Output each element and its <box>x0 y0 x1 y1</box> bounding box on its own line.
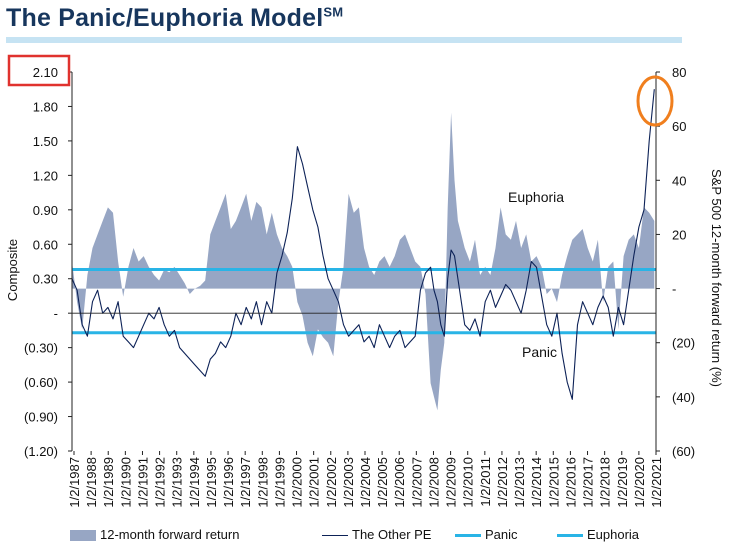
y-tick-label: (1.20) <box>24 444 58 459</box>
y-tick-label: 2.10 <box>33 65 58 80</box>
euphoria-annotation: Euphoria <box>508 189 564 205</box>
x-tick-label: 1/2/2020 <box>632 457 647 508</box>
x-tick-label: 1/2/2006 <box>392 457 407 508</box>
y-tick-label: (0.30) <box>24 341 58 356</box>
x-tick-label: 1/2/2011 <box>478 457 493 507</box>
x-tick-label: 1/2/1992 <box>153 457 168 508</box>
x-tick-label: 1/2/1989 <box>101 457 116 508</box>
x-tick-label: 1/2/1987 <box>67 457 82 508</box>
x-tick-label: 1/2/2021 <box>649 457 664 508</box>
service-mark: SM <box>323 4 344 20</box>
forward-return-area-layer <box>72 112 655 411</box>
y-tick-label: - <box>54 306 58 321</box>
legend-item-panic: Panic <box>455 527 518 542</box>
legend-swatch-forward-return <box>70 530 96 542</box>
forward-return-area <box>72 112 655 411</box>
legend-swatch-panic <box>455 534 481 538</box>
chart-text-layer: 2.10 1.80 1.50 1.20 0.90 0.60 0.30 - (0.30) (0.60… <box>5 65 724 508</box>
x-tick-label: 1/2/2016 <box>563 457 578 508</box>
legend-item-forward-return: 12-month forward return <box>70 527 239 542</box>
y2-tick-label: (60) <box>672 444 695 459</box>
y-tick-label: 0.90 <box>33 203 58 218</box>
y-tick-label: 0.30 <box>33 272 58 287</box>
page-title: The Panic/Euphoria ModelSM <box>6 4 343 33</box>
x-tick-label: 1/2/2010 <box>461 457 476 508</box>
y2-tick-label: 40 <box>672 173 686 188</box>
x-tick-label: 1/2/2009 <box>444 457 459 508</box>
x-tick-label: 1/2/1988 <box>84 457 99 508</box>
y-tick-label: 0.60 <box>33 237 58 252</box>
x-tick-label: 1/2/2002 <box>324 457 339 508</box>
x-tick-label: 1/2/1994 <box>187 457 202 508</box>
y2-tick-label: 20 <box>672 227 686 242</box>
x-tick-label: 1/2/1996 <box>221 457 236 508</box>
legend-item-other-pe: The Other PE <box>322 527 431 542</box>
callouts-layer <box>7 54 674 127</box>
x-tick-label: 1/2/2001 <box>307 457 322 508</box>
y-axis-title: Composite <box>5 239 20 301</box>
highlight-box <box>7 54 71 87</box>
x-tick-label: 1/2/2000 <box>290 457 305 508</box>
x-tick-label: 1/2/2003 <box>341 457 356 508</box>
y2-tick-label: (20) <box>672 336 695 351</box>
threshold-lines-layer <box>72 268 656 335</box>
axes-layer <box>68 71 660 455</box>
y-tick-label: 1.50 <box>33 134 58 149</box>
x-tick-label: 1/2/1998 <box>255 457 270 508</box>
x-tick-label: 1/2/1995 <box>204 457 219 508</box>
y2-tick-label: 60 <box>672 119 686 134</box>
x-tick-label: 1/2/2014 <box>529 457 544 508</box>
other-pe-line <box>71 89 655 400</box>
x-tick-label: 1/2/2007 <box>409 457 424 508</box>
legend-swatch-euphoria <box>557 534 583 538</box>
x-tick-label: 1/2/1991 <box>136 457 151 508</box>
x-tick-label: 1/2/1999 <box>272 457 287 508</box>
y2-tick-label: - <box>672 282 676 297</box>
y-tick-label: 1.20 <box>33 168 58 183</box>
x-tick-label: 1/2/2018 <box>598 457 613 508</box>
x-tick-label: 1/2/2013 <box>512 457 527 508</box>
legend-label-panic: Panic <box>485 527 518 542</box>
x-tick-label: 1/2/2012 <box>495 457 510 508</box>
x-tick-label: 1/2/2019 <box>615 457 630 508</box>
x-tick-label: 1/2/2015 <box>546 457 561 508</box>
panic-annotation: Panic <box>522 344 557 360</box>
x-tick-label: 1/2/1990 <box>118 457 133 508</box>
legend-label-forward-return: 12-month forward return <box>100 527 240 542</box>
x-tick-label: 1/2/2008 <box>427 457 442 508</box>
y2-tick-label: (40) <box>672 390 695 405</box>
x-tick-label: 1/2/2004 <box>358 457 373 508</box>
x-tick-label: 1/2/1997 <box>238 457 253 508</box>
legend-item-euphoria: Euphoria <box>557 527 639 542</box>
legend-label-euphoria: Euphoria <box>587 527 640 542</box>
y2-axis-title: S&P 500 12-month forward return (%) <box>709 169 724 387</box>
x-tick-label: 1/2/2005 <box>375 457 390 508</box>
x-tick-label: 1/2/1993 <box>170 457 185 508</box>
y2-tick-label: 80 <box>672 65 686 80</box>
highlight-circle <box>636 75 674 127</box>
title-underline <box>6 37 682 43</box>
legend-swatch-other-pe <box>322 535 348 537</box>
y-tick-label: (0.90) <box>24 410 58 425</box>
legend-label-other-pe: The Other PE <box>352 527 432 542</box>
y-tick-label: 1.80 <box>33 99 58 114</box>
other-pe-line-layer <box>71 89 655 400</box>
y-tick-label: (0.60) <box>24 375 58 390</box>
title-text: The Panic/Euphoria Model <box>6 4 324 32</box>
x-tick-label: 1/2/2017 <box>581 457 596 508</box>
